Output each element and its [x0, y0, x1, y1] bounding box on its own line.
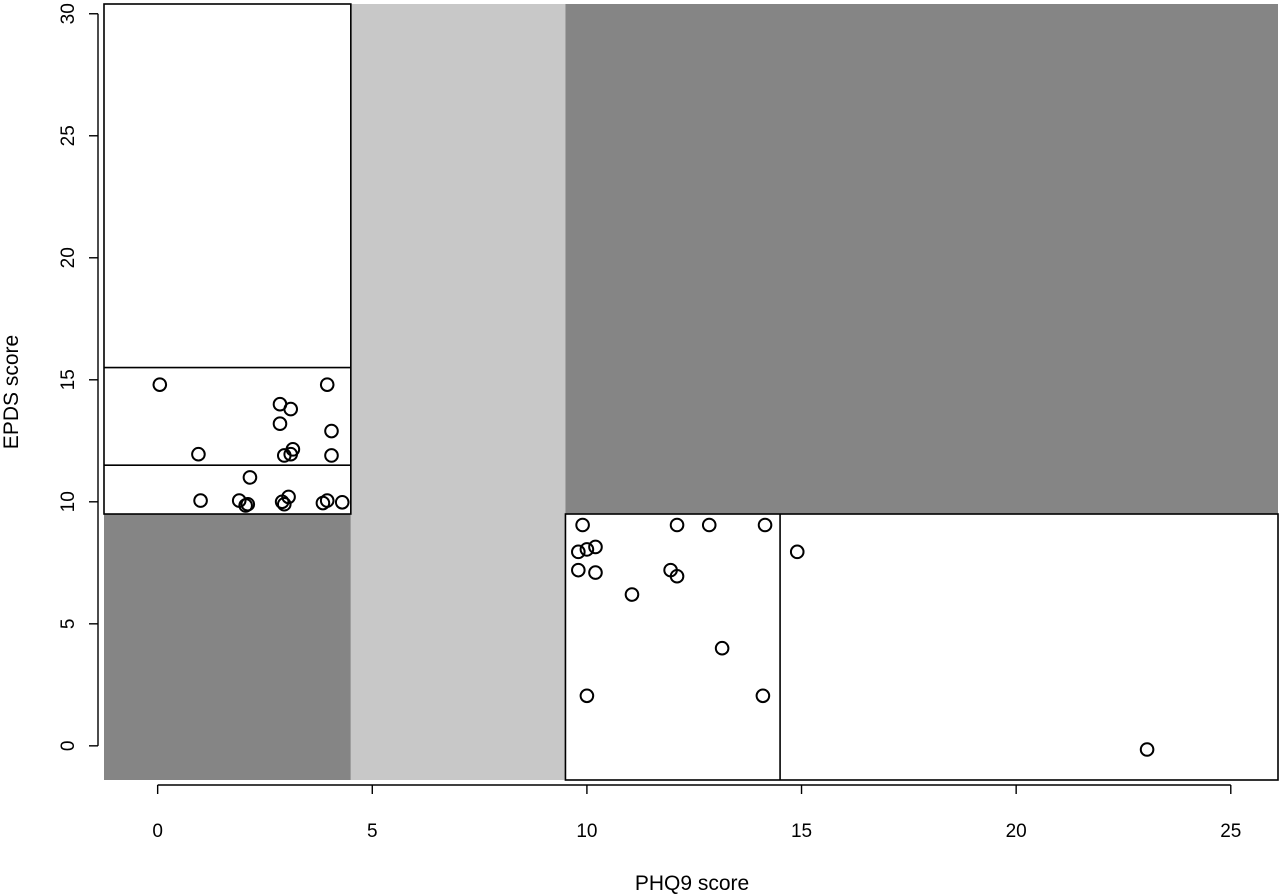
data-point — [276, 448, 292, 463]
data-point — [191, 446, 206, 462]
x-axis: 0 5 10 15 20 25 — [152, 784, 1241, 842]
data-point — [588, 565, 603, 580]
data-point — [669, 517, 685, 533]
y-tick-label: 5 — [58, 619, 79, 630]
data-point — [283, 401, 299, 417]
data-point — [324, 423, 339, 439]
data-point — [669, 568, 685, 584]
y-tick-label: 30 — [58, 3, 79, 24]
data-point — [757, 517, 773, 533]
data-point — [274, 494, 290, 510]
data-point — [789, 544, 805, 560]
data-point — [276, 496, 292, 512]
y-axis: 0 5 10 15 20 25 30 — [58, 3, 99, 752]
data-point — [579, 542, 595, 557]
x-axis-title: PHQ9 score — [635, 872, 749, 894]
data-point — [152, 377, 168, 392]
y-tick-label: 10 — [58, 491, 79, 512]
shaded-region-1 — [104, 514, 351, 780]
data-point — [319, 377, 335, 392]
data-point — [238, 498, 253, 513]
data-point — [755, 688, 771, 704]
y-tick-label: 25 — [58, 125, 79, 146]
data-point — [272, 416, 288, 432]
data-point — [1139, 742, 1155, 757]
x-tick-label: 25 — [1220, 821, 1241, 842]
data-point — [334, 494, 350, 510]
regions-layer — [104, 4, 1278, 780]
data-point — [315, 495, 331, 511]
x-tick-label: 15 — [791, 821, 812, 842]
region-box-2 — [564, 513, 1279, 781]
data-point — [588, 539, 603, 555]
data-point — [242, 470, 258, 485]
x-tick-label: 0 — [152, 821, 163, 842]
data-point — [579, 688, 595, 704]
y-tick-label: 20 — [58, 247, 79, 268]
shaded-region-2 — [350, 4, 566, 780]
x-tick-label: 20 — [1006, 821, 1027, 842]
points-layer — [152, 377, 1155, 757]
data-point — [193, 493, 208, 508]
y-tick-label: 0 — [58, 741, 79, 752]
data-point — [701, 517, 717, 533]
data-point — [571, 562, 586, 578]
x-tick-label: 10 — [576, 821, 597, 842]
region-box-1 — [103, 3, 352, 515]
data-point — [571, 544, 586, 560]
reference-lines-layer — [103, 3, 1279, 781]
y-axis-title: EPDS score — [0, 335, 23, 449]
y-tick-label: 15 — [58, 369, 79, 390]
data-point — [283, 446, 299, 462]
data-point — [714, 640, 730, 656]
data-point — [575, 517, 590, 533]
x-tick-label: 5 — [367, 821, 378, 842]
shaded-region-3 — [565, 4, 1278, 515]
data-point — [624, 587, 640, 602]
data-point — [324, 448, 339, 463]
